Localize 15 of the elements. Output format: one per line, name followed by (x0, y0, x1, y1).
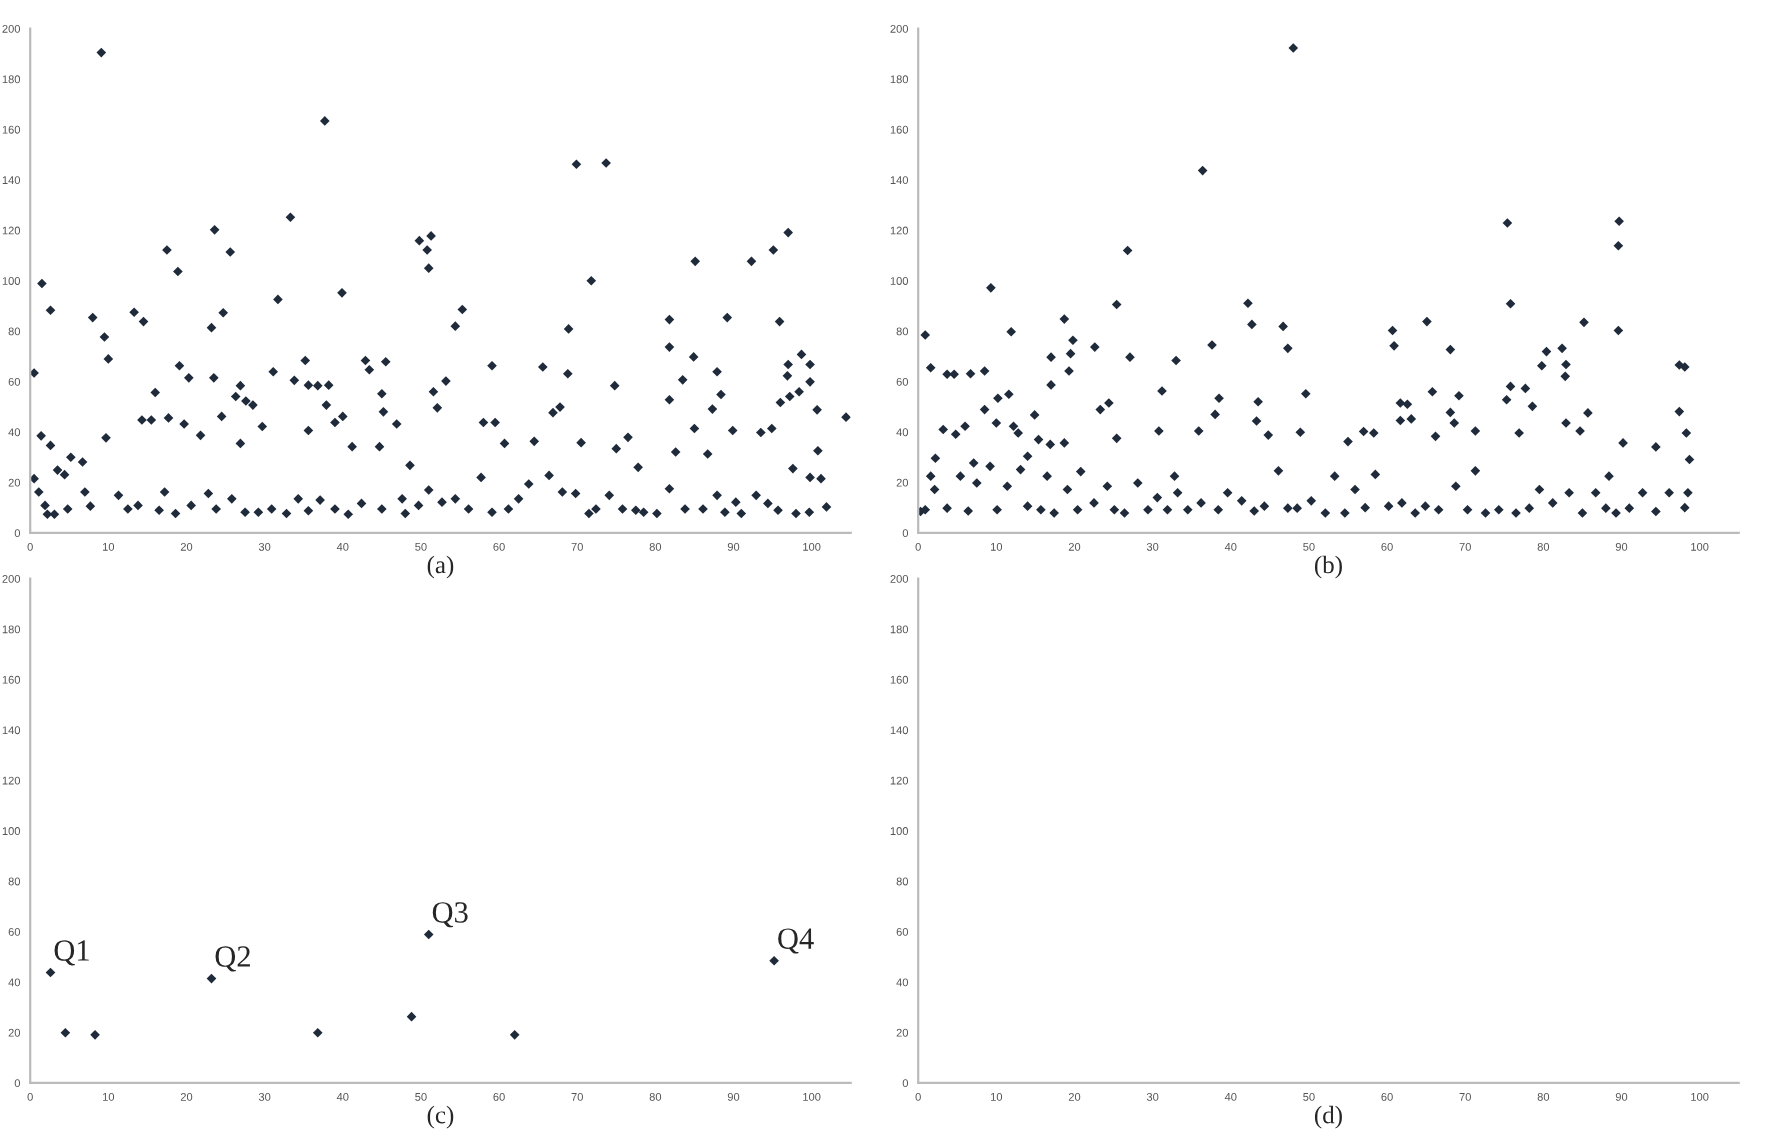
point (60, 1027, 71, 1038)
annotation: Q4 (778, 928, 814, 954)
point (769, 955, 779, 966)
annotation: Q3 (432, 902, 468, 928)
x-axis-title: (b) (1314, 555, 1342, 579)
annotation: Q2 (215, 946, 250, 972)
point (423, 929, 434, 940)
x-axis-title: (c) (427, 1105, 454, 1129)
x-axis-title: (d) (1314, 1105, 1342, 1129)
point (406, 1011, 417, 1022)
point (90, 1030, 100, 1040)
point (509, 1030, 520, 1040)
x-axis-title: (a) (427, 555, 454, 579)
annotation: Q1 (54, 940, 89, 966)
point (312, 1027, 323, 1038)
